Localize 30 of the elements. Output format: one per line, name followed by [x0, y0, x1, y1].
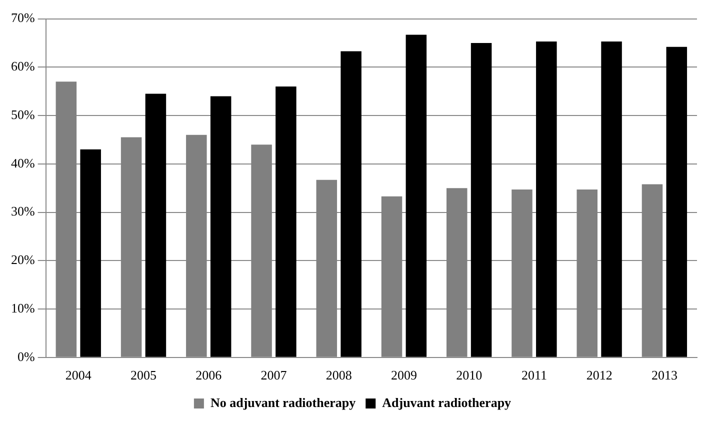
bar [210, 96, 232, 357]
bar [601, 42, 622, 357]
x-tick-label: 2009 [390, 368, 417, 383]
x-tick-label: 2011 [521, 368, 547, 383]
y-tick-label: 10% [10, 300, 35, 316]
bar [80, 149, 101, 357]
y-tick-label: 30% [10, 204, 35, 219]
bar [666, 46, 688, 357]
x-tick-label: 2005 [130, 368, 157, 383]
x-tick-label: 2008 [326, 368, 352, 383]
legend-label: No adjuvant radiotherapy [210, 394, 356, 410]
y-tick-label: 60% [10, 58, 35, 74]
bar [406, 34, 427, 357]
x-tick-label: 2012 [586, 368, 612, 383]
y-tick-label: 0% [17, 348, 35, 364]
bar [276, 86, 296, 357]
y-tick-label: 50% [10, 106, 35, 122]
bar [470, 42, 492, 357]
y-tick-label: 40% [10, 155, 35, 170]
x-tick-label: 2007 [260, 368, 288, 383]
bar [340, 51, 362, 357]
x-tick-label: 2010 [456, 368, 482, 383]
y-tick-label: 70% [10, 10, 35, 26]
y-tick-label: 20% [10, 252, 35, 268]
bar [536, 42, 557, 357]
legend-label: Adjuvant radiotherapy [382, 394, 512, 410]
x-tick-label: 2013 [651, 368, 678, 383]
x-tick-label: 2006 [196, 368, 222, 383]
bar [145, 94, 166, 357]
x-tick-label: 2004 [65, 368, 92, 383]
